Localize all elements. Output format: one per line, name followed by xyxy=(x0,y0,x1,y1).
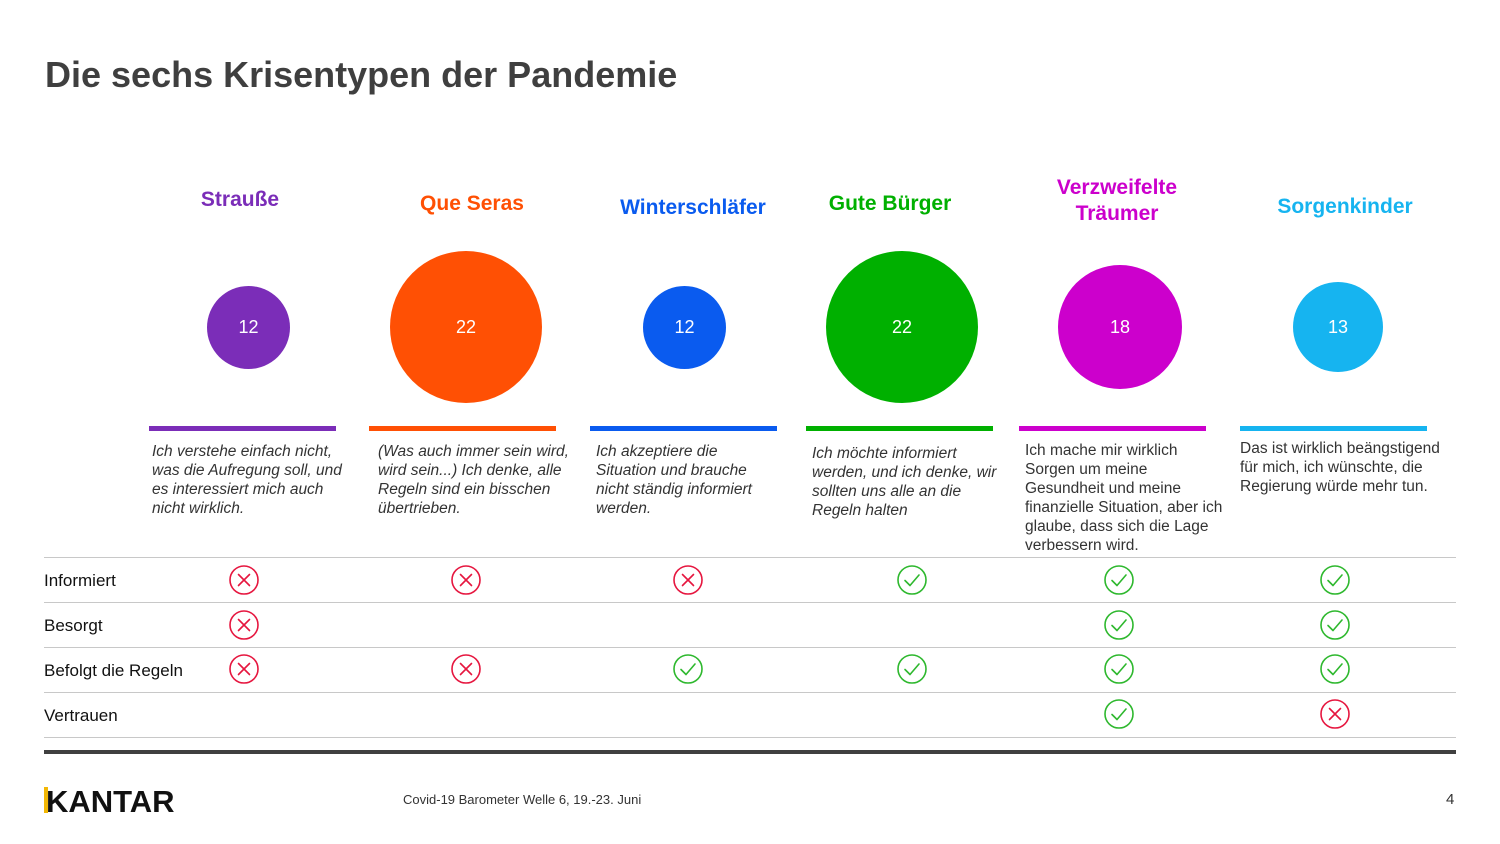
color-rule-winterschlaefer xyxy=(590,426,777,431)
type-name-line-1: Verzweifelte xyxy=(1056,176,1178,199)
type-name-winterschlaefer: Winterschläfer xyxy=(620,196,766,219)
type-name-que-seras: Que Seras xyxy=(420,192,524,215)
footer-rule xyxy=(44,750,1456,754)
type-name-gute-buerger: Gute Bürger xyxy=(828,192,952,215)
table-divider xyxy=(44,602,1456,603)
page-number: 4 xyxy=(1446,791,1455,808)
check-icon xyxy=(896,653,928,685)
cross-icon xyxy=(228,609,260,641)
quote-strausse: Ich verstehe einfach nicht, was die Aufr… xyxy=(152,443,342,517)
cross-icon xyxy=(1319,698,1351,730)
bubble-winterschlaefer: 12 xyxy=(643,286,726,369)
check-icon xyxy=(1103,609,1135,641)
quote-gute-buerger: Ich möchte informiert werden, und ich de… xyxy=(812,445,997,519)
check-icon xyxy=(1103,698,1135,730)
cross-icon xyxy=(450,564,482,596)
row-label-besorgt: Besorgt xyxy=(44,616,103,635)
svg-text:KANTAR: KANTAR xyxy=(46,785,175,815)
kantar-logo: KANTAR xyxy=(44,785,175,815)
check-icon xyxy=(896,564,928,596)
row-label-vertrauen: Vertrauen xyxy=(44,706,118,725)
check-icon xyxy=(1103,564,1135,596)
table-divider xyxy=(44,647,1456,648)
cross-icon xyxy=(672,564,704,596)
table-divider xyxy=(44,557,1456,558)
color-rule-sorgenkinder xyxy=(1240,426,1427,431)
bubble-gute-buerger: 22 xyxy=(826,251,978,403)
type-name-verzweifelte-traeumer: Verzweifelte Träumer xyxy=(1002,175,1232,227)
bubble-value: 12 xyxy=(674,317,695,337)
color-rule-verzweifelte-traeumer xyxy=(1019,426,1206,431)
bubble-value: 22 xyxy=(891,316,913,337)
check-icon xyxy=(672,653,704,685)
bubble-value: 13 xyxy=(1327,316,1349,337)
bubble-strausse: 12 xyxy=(207,286,290,369)
cross-icon xyxy=(228,653,260,685)
quote-winterschlaefer: Ich akzeptiere die Situation und brauche… xyxy=(596,443,752,517)
bubble-value: 22 xyxy=(455,316,477,337)
page-title: Die sechs Krisentypen der Pandemie xyxy=(45,54,678,95)
row-label-informiert: Informiert xyxy=(44,571,116,590)
bubble-sorgenkinder: 13 xyxy=(1293,282,1383,372)
color-rule-strausse xyxy=(149,426,336,431)
type-name-strausse: Strauße xyxy=(200,188,280,211)
bubble-value: 18 xyxy=(1109,316,1131,337)
quote-que-seras: (Was auch immer sein wird, wird sein...)… xyxy=(378,443,569,517)
color-rule-gute-buerger xyxy=(806,426,993,431)
bubble-verzweifelte-traeumer: 18 xyxy=(1058,265,1182,389)
type-name-sorgenkinder: Sorgenkinder xyxy=(1277,195,1413,218)
quote-verzweifelte-traeumer: Ich mache mir wirklich Sorgen um meine G… xyxy=(1025,442,1223,554)
quote-sorgenkinder: Das ist wirklich beängstigend für mich, … xyxy=(1240,440,1440,495)
color-rule-que-seras xyxy=(369,426,556,431)
check-icon xyxy=(1319,564,1351,596)
cross-icon xyxy=(450,653,482,685)
cross-icon xyxy=(228,564,260,596)
table-divider xyxy=(44,692,1456,693)
type-name-line-2: Träumer xyxy=(1075,202,1159,225)
row-label-befolgt-die-regeln: Befolgt die Regeln xyxy=(44,661,183,680)
source-footnote: Covid-19 Barometer Welle 6, 19.-23. Juni xyxy=(403,792,642,807)
bubble-que-seras: 22 xyxy=(390,251,542,403)
bubble-value: 12 xyxy=(238,317,259,337)
check-icon xyxy=(1319,609,1351,641)
check-icon xyxy=(1319,653,1351,685)
check-icon xyxy=(1103,653,1135,685)
table-divider xyxy=(44,737,1456,738)
